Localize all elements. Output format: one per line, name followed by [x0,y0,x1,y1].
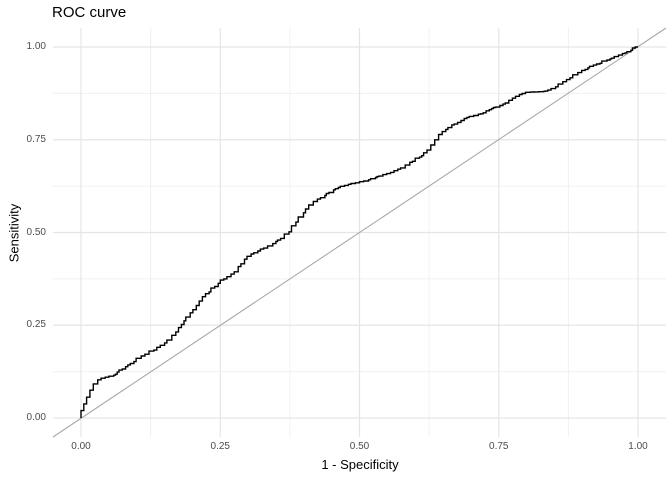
y-tick-label: 0.75 [26,133,46,145]
x-tick-label: 0.75 [489,441,509,452]
y-tick-label: 0.00 [26,412,46,423]
x-tick-label: 1.00 [628,441,648,452]
chance-diagonal-line [52,27,667,438]
y-tick-label: 0.25 [26,319,46,331]
x-tick-label: 0.00 [71,441,91,452]
plot-title: ROC curve [52,4,127,21]
x-axis-title: 1 - Specificity [321,457,399,472]
y-tick-label: 0.50 [26,226,46,238]
x-tick-label: 0.25 [210,441,230,452]
y-tick-label: 1.00 [26,41,46,52]
x-tick-label: 0.50 [349,441,370,452]
roc-curve-line [80,46,638,418]
